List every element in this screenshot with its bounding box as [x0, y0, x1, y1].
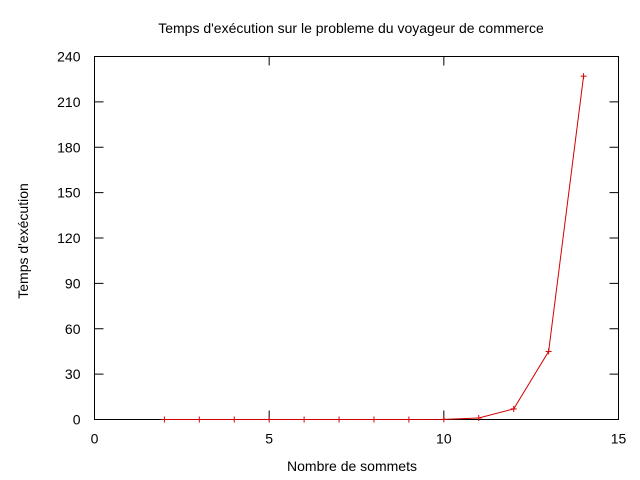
- y-tick-label: 90: [65, 275, 81, 291]
- data-point: [231, 416, 238, 423]
- y-tick-label: 60: [65, 321, 81, 337]
- data-point: [301, 416, 308, 423]
- data-point: [580, 73, 587, 80]
- data-point: [510, 405, 517, 412]
- x-axis: 0 5 10 15: [91, 56, 627, 447]
- y-axis-label: Temps d'exécution: [15, 183, 31, 299]
- data-point: [440, 416, 447, 423]
- data-point: [545, 348, 552, 355]
- series-points: [161, 73, 587, 423]
- chart-title: Temps d'exécution sur le probleme du voy…: [158, 20, 544, 36]
- y-tick-label: 30: [65, 366, 81, 382]
- data-point: [196, 416, 203, 423]
- data-point: [405, 416, 412, 423]
- data-point: [475, 414, 482, 421]
- x-tick-label: 10: [436, 431, 452, 447]
- y-axis: 0 30 60 90 120 150 180 210 240: [57, 49, 619, 428]
- y-tick-label: 120: [57, 230, 81, 246]
- y-tick-label: 240: [57, 49, 81, 65]
- series-line: [164, 76, 585, 420]
- x-tick-label: 5: [265, 431, 273, 447]
- y-tick-label: 180: [57, 139, 81, 155]
- data-point: [370, 416, 377, 423]
- y-tick-label: 0: [73, 412, 81, 428]
- x-axis-label: Nombre de sommets: [287, 458, 417, 474]
- y-tick-label: 150: [57, 185, 81, 201]
- data-point: [336, 416, 343, 423]
- x-tick-label: 0: [91, 431, 99, 447]
- data-point: [266, 416, 273, 423]
- x-tick-label: 15: [611, 431, 627, 447]
- data-point: [161, 416, 168, 423]
- y-tick-label: 210: [57, 94, 81, 110]
